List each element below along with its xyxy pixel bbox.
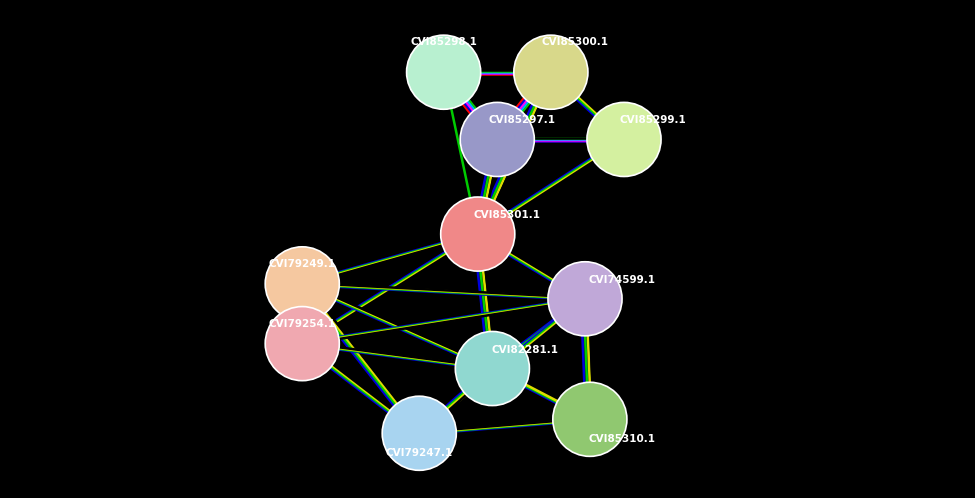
Ellipse shape: [382, 396, 456, 470]
Ellipse shape: [514, 35, 588, 109]
Text: CVI79254.1: CVI79254.1: [269, 319, 335, 329]
Ellipse shape: [407, 35, 481, 109]
Text: CVI85301.1: CVI85301.1: [474, 210, 540, 220]
Text: CVI74599.1: CVI74599.1: [589, 275, 655, 285]
Ellipse shape: [553, 382, 627, 456]
Text: CVI85300.1: CVI85300.1: [542, 37, 608, 47]
Text: CVI79249.1: CVI79249.1: [269, 259, 335, 269]
Text: CVI85299.1: CVI85299.1: [620, 115, 686, 124]
Text: CVI85310.1: CVI85310.1: [589, 434, 655, 444]
Ellipse shape: [265, 307, 339, 380]
Ellipse shape: [441, 197, 515, 271]
Ellipse shape: [587, 103, 661, 176]
Ellipse shape: [265, 247, 339, 321]
Text: CVI85297.1: CVI85297.1: [488, 115, 555, 124]
Ellipse shape: [455, 332, 529, 405]
Text: CVI85298.1: CVI85298.1: [410, 37, 477, 47]
Ellipse shape: [460, 103, 534, 176]
Ellipse shape: [548, 262, 622, 336]
Text: CVI82281.1: CVI82281.1: [491, 345, 558, 355]
Text: CVI79247.1: CVI79247.1: [386, 448, 452, 458]
